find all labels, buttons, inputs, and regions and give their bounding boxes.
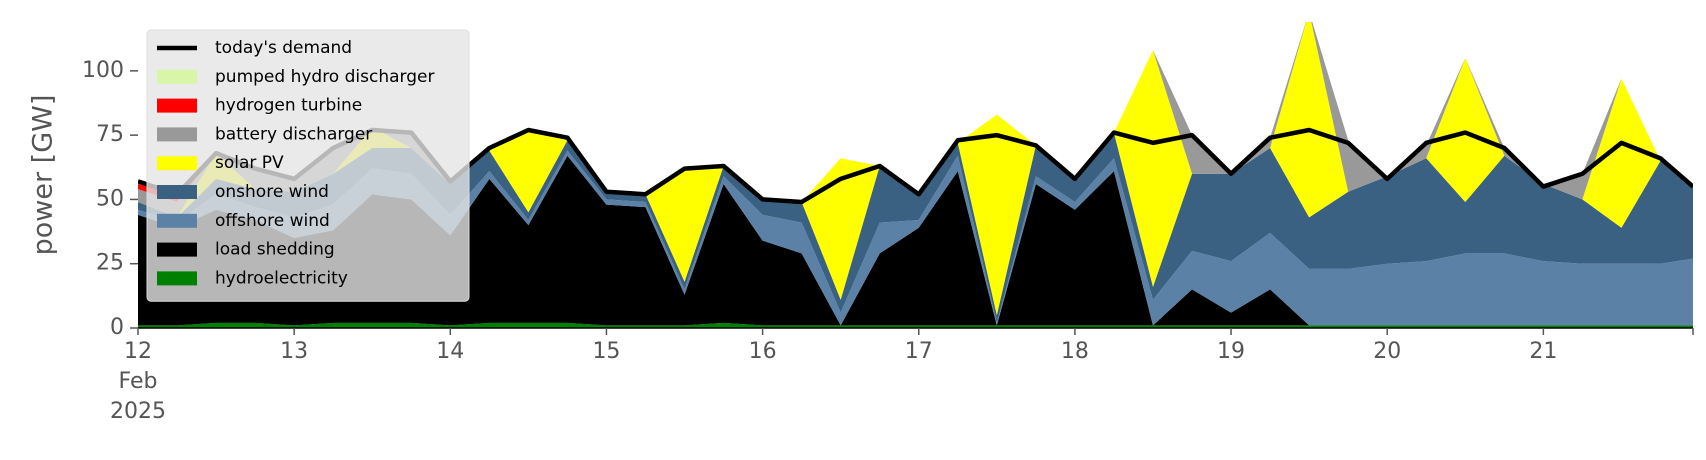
- legend-label: load shedding: [215, 240, 335, 260]
- legend-label: solar PV: [215, 153, 284, 173]
- area-1: [138, 155, 1693, 326]
- legend-label: hydrogen turbine: [215, 96, 362, 116]
- x-tick-label: 18: [1061, 339, 1089, 364]
- legend-swatch: [157, 271, 197, 286]
- x-tick-label: 15: [592, 339, 620, 364]
- legend-swatch: [157, 213, 197, 228]
- x-tick-label: 14: [436, 339, 464, 364]
- legend-swatch: [157, 185, 197, 199]
- legend-label: pumped hydro discharger: [215, 67, 434, 87]
- axes: 0 25 50 75 100 12 Feb 2025 13 14 15 16 17 18 19 20 21: [82, 58, 1694, 424]
- legend-label: today's demand: [215, 38, 352, 58]
- x-tick-sublabel: Feb: [119, 369, 158, 394]
- y-axis-label: power [GW]: [28, 95, 59, 256]
- area-2: [138, 150, 1693, 326]
- x-tick-sublabel: 2025: [110, 399, 166, 424]
- legend: today's demand pumped hydro discharger hyd…: [146, 29, 470, 302]
- legend-swatch: [157, 242, 197, 257]
- area-0: [138, 322, 1693, 328]
- x-tick-label: 20: [1373, 339, 1401, 364]
- area-3: [138, 132, 1693, 323]
- x-tick-label: 17: [905, 339, 933, 364]
- x-tick-label: 16: [749, 339, 777, 364]
- y-tick-label: 0: [110, 315, 124, 340]
- legend-swatch: [157, 69, 197, 84]
- legend-label: battery discharger: [215, 124, 372, 144]
- legend-swatch: [157, 127, 197, 142]
- legend-swatch: [157, 98, 197, 113]
- legend-box: [146, 29, 470, 302]
- y-tick-label: 75: [96, 122, 124, 147]
- y-tick-label: 25: [96, 251, 124, 276]
- y-tick-label: 50: [96, 186, 124, 211]
- legend-label: onshore wind: [215, 182, 329, 202]
- legend-label: offshore wind: [215, 211, 330, 231]
- x-tick-label: 13: [280, 339, 308, 364]
- legend-swatch: [157, 156, 197, 171]
- legend-label: hydroelectricity: [215, 268, 348, 288]
- x-tick-label: 12: [124, 339, 152, 364]
- area-4: [138, 22, 1693, 316]
- x-tick-label: 21: [1529, 339, 1557, 364]
- y-tick-label: 100: [82, 58, 124, 83]
- x-tick-label: 19: [1217, 339, 1245, 364]
